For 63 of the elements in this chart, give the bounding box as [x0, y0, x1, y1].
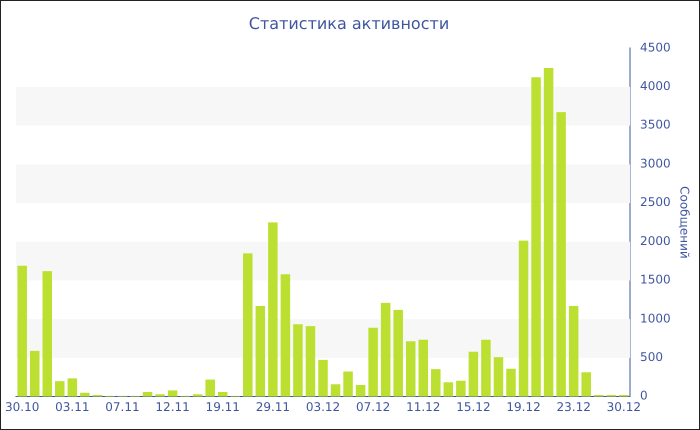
- bar: [581, 372, 591, 397]
- x-tick-label: 03.11: [55, 400, 90, 414]
- bar: [17, 266, 27, 397]
- bar: [393, 310, 403, 397]
- x-tick-label: 07.11: [105, 400, 140, 414]
- bar: [218, 392, 228, 397]
- bar: [380, 302, 390, 397]
- bar: [544, 68, 554, 397]
- bar: [518, 240, 528, 397]
- x-tick-label: 29.11: [256, 400, 290, 414]
- chart-title: Статистика активности: [248, 14, 450, 33]
- bar: [368, 328, 378, 397]
- x-tick-label: 30.10: [5, 400, 40, 414]
- x-tick-label: 15.12: [456, 400, 491, 414]
- bar: [306, 326, 316, 397]
- bar: [243, 253, 253, 397]
- bar: [68, 378, 78, 397]
- x-tick-label: 30.12: [606, 400, 641, 414]
- bar: [444, 382, 454, 397]
- y-tick-label: 3500: [640, 118, 671, 132]
- y-tick-label: 2000: [640, 234, 671, 248]
- bar: [531, 77, 541, 397]
- y-tick-label: 1000: [640, 311, 671, 326]
- bar: [456, 380, 466, 397]
- bar: [142, 392, 152, 397]
- bar: [556, 112, 566, 397]
- bar: [418, 340, 428, 397]
- bar: [494, 357, 504, 397]
- bar: [481, 340, 491, 397]
- y-tick-label: 3000: [640, 156, 671, 170]
- y-tick-label: 1500: [640, 272, 671, 287]
- bar: [318, 360, 328, 397]
- bar: [55, 381, 65, 397]
- bar: [468, 352, 478, 397]
- bar: [205, 380, 215, 397]
- y-tick-label: 500: [640, 350, 663, 364]
- bar: [431, 369, 441, 397]
- bar: [406, 341, 416, 397]
- bar: [293, 324, 303, 397]
- bar: [268, 222, 278, 397]
- x-tick-label: 12.11: [155, 400, 190, 414]
- y-tick-label: 2500: [640, 195, 671, 210]
- bar: [568, 306, 578, 397]
- x-tick-label: 03.12: [306, 400, 340, 414]
- bar: [256, 306, 266, 397]
- y-tick-label: 0: [640, 388, 648, 403]
- bar: [80, 392, 90, 397]
- y-tick-label: 4000: [640, 79, 671, 94]
- bar: [343, 371, 353, 397]
- x-tick-label: 19.12: [506, 400, 541, 414]
- x-tick-label: 23.12: [556, 400, 591, 414]
- bar: [42, 271, 52, 397]
- bar: [30, 350, 40, 397]
- bar: [356, 384, 366, 397]
- y-axis-title: Сообщений: [678, 186, 692, 259]
- bar: [506, 368, 516, 397]
- x-tick-label: 19.11: [206, 400, 240, 414]
- bar: [330, 384, 340, 397]
- y-tick-label: 4500: [640, 40, 671, 54]
- x-tick-label: 07.12: [356, 400, 390, 414]
- bar: [168, 390, 178, 397]
- bar: [280, 274, 290, 397]
- x-tick-label: 11.12: [406, 400, 440, 414]
